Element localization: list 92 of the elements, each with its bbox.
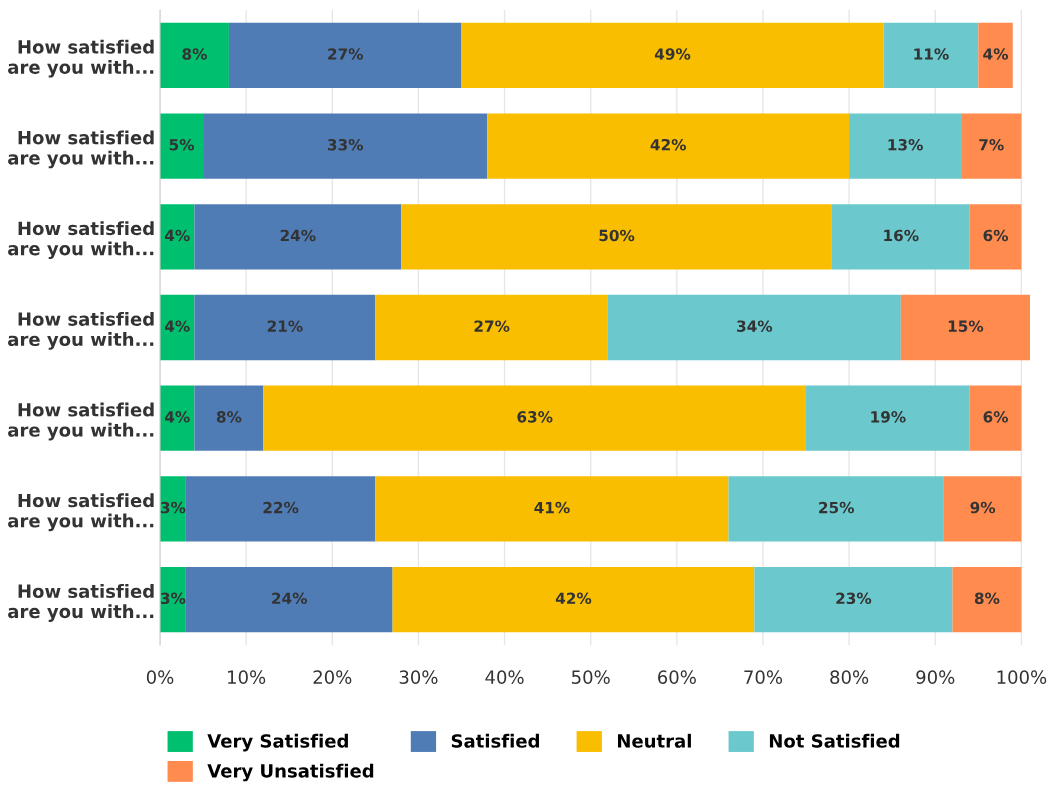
legend-label: Very Satisfied xyxy=(207,733,348,752)
x-tick-label: 0% xyxy=(146,670,174,684)
data-label: 24% xyxy=(280,229,316,242)
data-label: 4% xyxy=(983,48,1009,60)
data-label: 3% xyxy=(160,592,186,605)
bar xyxy=(194,385,264,451)
y-tick-label: How satisfied are you with... xyxy=(8,311,154,350)
bar xyxy=(961,113,1022,179)
data-label: 49% xyxy=(654,48,691,60)
data-label: 42% xyxy=(650,138,687,151)
bar xyxy=(375,476,729,542)
bar xyxy=(969,204,1022,270)
data-label: 7% xyxy=(979,138,1004,151)
data-label: 42% xyxy=(555,592,592,605)
x-tick-label: 60% xyxy=(658,670,696,684)
bar xyxy=(401,204,832,270)
x-tick-label: 100% xyxy=(997,670,1047,684)
data-label: 33% xyxy=(327,138,363,151)
bar xyxy=(185,566,393,633)
bar xyxy=(160,294,195,361)
x-tick-label: 40% xyxy=(485,670,524,684)
data-label: 6% xyxy=(983,229,1009,242)
data-label: 3% xyxy=(160,501,186,514)
x-tick-label: 10% xyxy=(228,670,266,684)
x-tick-label: 50% xyxy=(572,670,610,684)
data-label: 19% xyxy=(871,411,906,423)
bar xyxy=(160,476,186,542)
data-label: 13% xyxy=(888,138,923,151)
bar xyxy=(160,385,195,451)
data-label: 41% xyxy=(534,501,570,514)
data-label: 4% xyxy=(164,411,190,423)
data-label: 5% xyxy=(169,138,195,151)
y-tick-label: How satisfied are you with... xyxy=(8,584,154,622)
bar xyxy=(806,385,970,451)
data-label: 8% xyxy=(216,411,242,423)
bar xyxy=(952,566,1022,633)
data-label: 22% xyxy=(263,501,299,514)
data-label: 27% xyxy=(474,320,510,332)
data-label: 6% xyxy=(983,411,1009,423)
bar xyxy=(607,294,901,361)
data-label: 63% xyxy=(517,411,553,423)
data-label: 4% xyxy=(164,320,190,332)
y-tick-label: How satisfied are you with... xyxy=(8,130,154,169)
y-tick-label: How satisfied are you with... xyxy=(8,402,154,441)
x-tick-label: 30% xyxy=(399,670,438,684)
bar xyxy=(160,113,204,179)
data-label: 9% xyxy=(970,501,996,514)
bar xyxy=(978,22,1013,89)
x-tick-label: 70% xyxy=(744,670,783,684)
bar xyxy=(194,294,376,361)
bar xyxy=(203,113,488,179)
data-label: 8% xyxy=(974,592,1000,605)
y-tick-label: How satisfied are you with... xyxy=(8,221,154,260)
data-label: 8% xyxy=(182,48,207,60)
legend-label: Neutral xyxy=(617,733,691,748)
data-label: 16% xyxy=(884,229,919,242)
bar xyxy=(900,294,1030,361)
bar xyxy=(228,22,462,89)
data-label: 11% xyxy=(914,48,949,60)
bar xyxy=(194,204,402,270)
bar xyxy=(883,22,979,89)
bar xyxy=(754,566,953,633)
bar xyxy=(263,385,807,451)
data-label: 50% xyxy=(599,229,635,242)
bar xyxy=(969,385,1022,451)
data-label: 23% xyxy=(836,592,872,605)
data-label: 27% xyxy=(328,48,363,60)
bar xyxy=(160,22,229,89)
x-tick-label: 90% xyxy=(916,670,955,684)
bar xyxy=(728,476,944,542)
bar xyxy=(392,566,755,633)
data-label: 24% xyxy=(272,592,308,605)
data-label: 15% xyxy=(948,320,984,332)
data-label: 25% xyxy=(819,501,854,514)
legend-label: Not Satisfied xyxy=(769,733,900,748)
data-label: 21% xyxy=(267,320,303,332)
y-tick-label: How satisfied are you with... xyxy=(8,39,154,78)
x-tick-label: 20% xyxy=(313,670,352,684)
bar xyxy=(849,113,962,179)
bar xyxy=(375,294,608,361)
bar xyxy=(160,204,195,270)
data-label: 34% xyxy=(737,320,773,332)
bar xyxy=(185,476,376,542)
legend-label: Satisfied xyxy=(451,733,539,748)
x-tick-label: 80% xyxy=(830,670,869,684)
bar xyxy=(461,22,884,89)
bar xyxy=(831,204,970,270)
y-tick-label: How satisfied are you with... xyxy=(8,493,154,532)
legend-label: Very Unsatisfied xyxy=(207,763,374,782)
bar xyxy=(487,113,850,179)
bar xyxy=(943,476,1022,542)
data-label: 4% xyxy=(164,229,190,242)
